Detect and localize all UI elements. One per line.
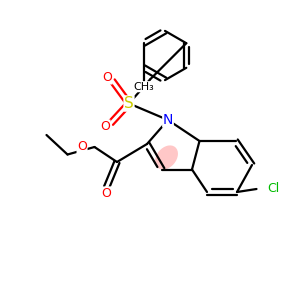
Text: Cl: Cl — [267, 182, 279, 196]
Text: CH₃: CH₃ — [133, 82, 154, 92]
Text: O: O — [102, 187, 111, 200]
Text: O: O — [100, 120, 110, 133]
Text: S: S — [124, 96, 134, 111]
Text: O: O — [77, 140, 87, 154]
Text: O: O — [102, 71, 112, 84]
Text: N: N — [163, 113, 173, 127]
Ellipse shape — [155, 146, 178, 170]
